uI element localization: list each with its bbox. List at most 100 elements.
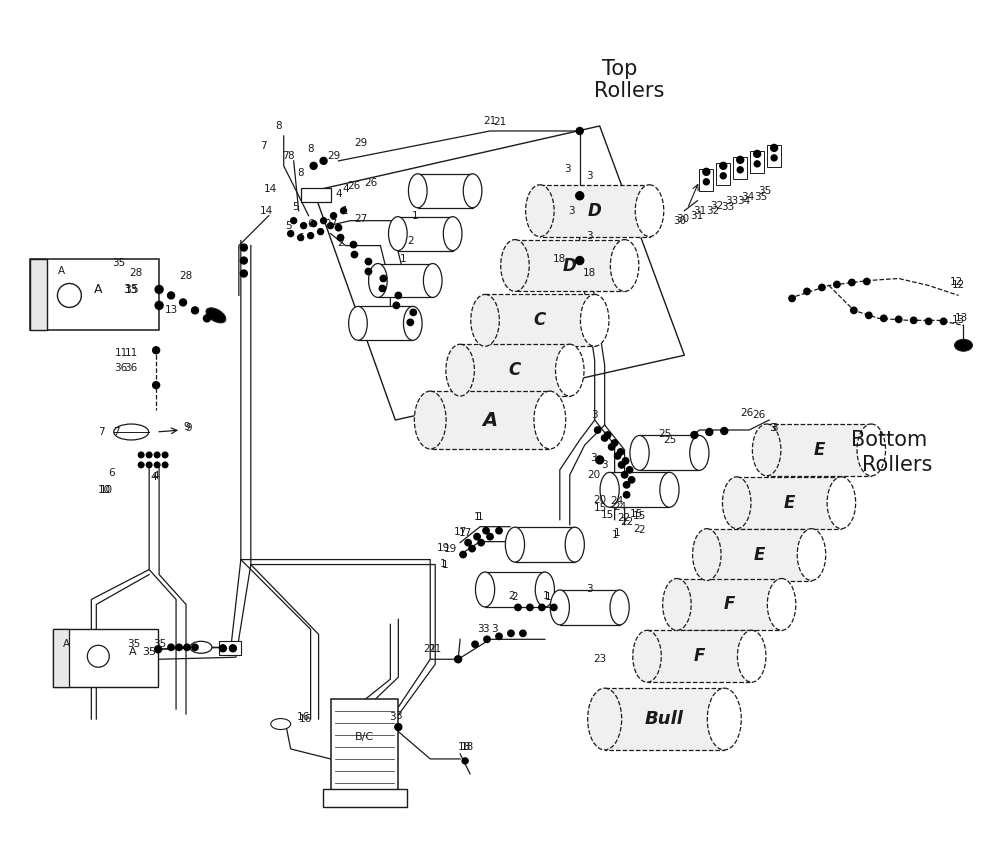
- Text: 33: 33: [726, 196, 739, 205]
- Text: 1: 1: [545, 592, 551, 603]
- Text: 4: 4: [342, 184, 349, 193]
- Bar: [485, 294, 595, 347]
- Ellipse shape: [443, 217, 462, 251]
- Circle shape: [162, 452, 168, 458]
- Circle shape: [881, 315, 887, 322]
- Bar: [605, 688, 724, 750]
- Text: 3: 3: [482, 624, 488, 634]
- Ellipse shape: [349, 306, 367, 341]
- Ellipse shape: [206, 308, 226, 323]
- Circle shape: [310, 163, 317, 169]
- Text: 1: 1: [342, 205, 349, 216]
- Text: 6: 6: [297, 233, 304, 242]
- Ellipse shape: [403, 306, 422, 341]
- Circle shape: [341, 208, 346, 214]
- Circle shape: [240, 244, 247, 251]
- FancyBboxPatch shape: [53, 629, 158, 687]
- Circle shape: [864, 278, 870, 285]
- Text: 18: 18: [457, 742, 471, 752]
- Text: 35: 35: [113, 258, 126, 268]
- Circle shape: [410, 309, 416, 316]
- Ellipse shape: [471, 294, 499, 347]
- Circle shape: [335, 224, 342, 231]
- Text: B/C: B/C: [355, 732, 374, 742]
- Text: 21: 21: [424, 645, 437, 654]
- Circle shape: [628, 477, 635, 483]
- Ellipse shape: [550, 590, 569, 625]
- Circle shape: [351, 252, 358, 258]
- Ellipse shape: [190, 641, 212, 653]
- Text: 10: 10: [100, 484, 113, 495]
- Text: 8: 8: [287, 151, 294, 161]
- Text: 2: 2: [509, 591, 515, 602]
- Circle shape: [162, 462, 168, 467]
- Text: E: E: [783, 494, 795, 512]
- Circle shape: [474, 533, 480, 540]
- Ellipse shape: [693, 529, 721, 580]
- Circle shape: [320, 158, 327, 164]
- Text: 16: 16: [297, 712, 310, 722]
- Text: 30: 30: [673, 216, 686, 226]
- Circle shape: [771, 145, 778, 152]
- Text: 29: 29: [354, 138, 367, 148]
- Ellipse shape: [389, 217, 407, 251]
- Text: 3: 3: [769, 423, 775, 433]
- Text: 7: 7: [98, 427, 105, 437]
- Bar: [707, 529, 811, 580]
- Bar: [460, 344, 570, 396]
- Text: 4: 4: [335, 189, 342, 199]
- Circle shape: [623, 482, 630, 488]
- Text: 27: 27: [324, 218, 337, 229]
- FancyBboxPatch shape: [301, 187, 331, 202]
- Circle shape: [407, 319, 413, 325]
- Circle shape: [819, 284, 825, 291]
- Circle shape: [155, 301, 163, 309]
- Circle shape: [496, 633, 502, 639]
- Text: 4: 4: [151, 472, 157, 482]
- Circle shape: [240, 270, 247, 277]
- Ellipse shape: [369, 264, 387, 297]
- Text: 22: 22: [617, 513, 630, 523]
- Text: 23: 23: [593, 654, 606, 664]
- Circle shape: [496, 527, 502, 534]
- Text: Rollers: Rollers: [594, 81, 665, 101]
- Ellipse shape: [114, 424, 149, 440]
- Circle shape: [219, 645, 226, 651]
- FancyBboxPatch shape: [323, 789, 407, 806]
- Text: C: C: [534, 312, 546, 330]
- Bar: [560, 590, 620, 625]
- Circle shape: [896, 316, 902, 323]
- Ellipse shape: [857, 424, 886, 476]
- Text: Rollers: Rollers: [862, 455, 932, 475]
- Circle shape: [576, 192, 584, 199]
- Bar: [750, 151, 764, 173]
- Text: 1: 1: [477, 512, 483, 521]
- Circle shape: [737, 167, 743, 173]
- Ellipse shape: [414, 391, 446, 449]
- Circle shape: [626, 467, 633, 473]
- Text: 1: 1: [440, 559, 446, 568]
- Circle shape: [176, 644, 182, 651]
- Ellipse shape: [526, 185, 554, 236]
- Circle shape: [706, 429, 713, 436]
- Text: A: A: [94, 283, 103, 296]
- Text: 28: 28: [179, 271, 193, 282]
- Text: D: D: [588, 202, 602, 220]
- Circle shape: [321, 217, 327, 223]
- Text: 3: 3: [564, 163, 571, 174]
- Text: 1: 1: [400, 253, 407, 264]
- Text: 17: 17: [454, 526, 467, 537]
- Ellipse shape: [633, 630, 661, 682]
- Text: 1: 1: [474, 512, 480, 521]
- Ellipse shape: [827, 477, 856, 529]
- Bar: [540, 185, 650, 236]
- Text: 7: 7: [113, 427, 120, 437]
- Text: 1: 1: [614, 527, 621, 538]
- FancyBboxPatch shape: [53, 629, 69, 687]
- Text: 2: 2: [638, 525, 645, 535]
- Text: 7: 7: [260, 141, 267, 151]
- Text: 30: 30: [676, 214, 689, 223]
- Circle shape: [925, 318, 932, 324]
- Bar: [378, 264, 433, 297]
- Circle shape: [395, 723, 402, 730]
